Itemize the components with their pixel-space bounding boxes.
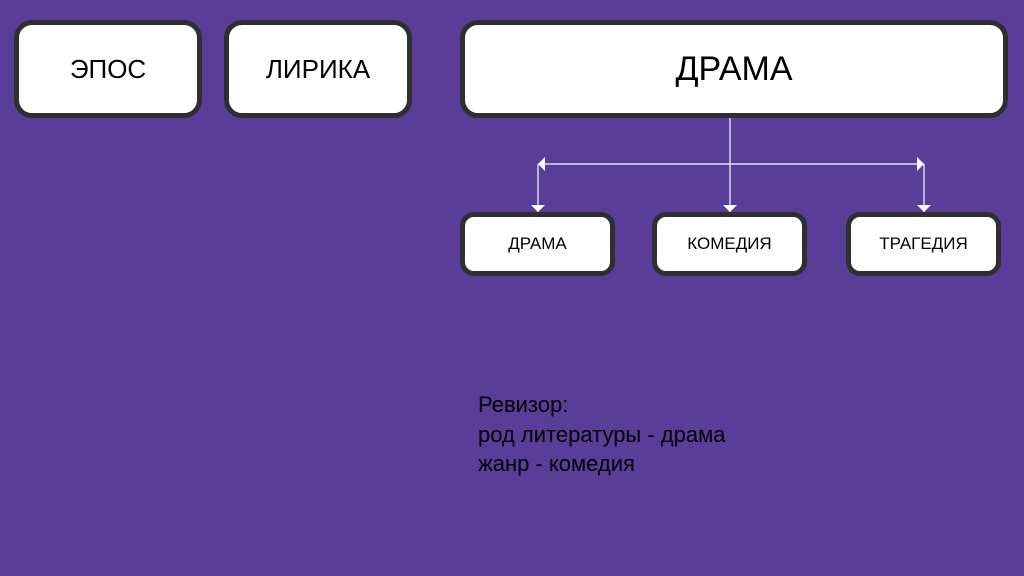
child-node-comedy: КОМЕДИЯ <box>652 212 807 276</box>
node-label: ДРАМА <box>675 50 792 89</box>
child-node-tragedy: ТРАГЕДИЯ <box>846 212 1001 276</box>
node-label: ЭПОС <box>70 54 146 85</box>
node-label: ЛИРИКА <box>266 54 370 85</box>
diagram-canvas: Ревизор: род литературы - драма жанр - к… <box>0 0 1024 576</box>
node-label: ДРАМА <box>508 234 567 254</box>
child-node-drama-child: ДРАМА <box>460 212 615 276</box>
node-label: ТРАГЕДИЯ <box>879 234 967 254</box>
top-node-lyric: ЛИРИКА <box>224 20 412 118</box>
caption-text: Ревизор: род литературы - драма жанр - к… <box>478 390 725 479</box>
top-node-epos: ЭПОС <box>14 20 202 118</box>
top-node-drama-main: ДРАМА <box>460 20 1008 118</box>
node-label: КОМЕДИЯ <box>687 234 771 254</box>
